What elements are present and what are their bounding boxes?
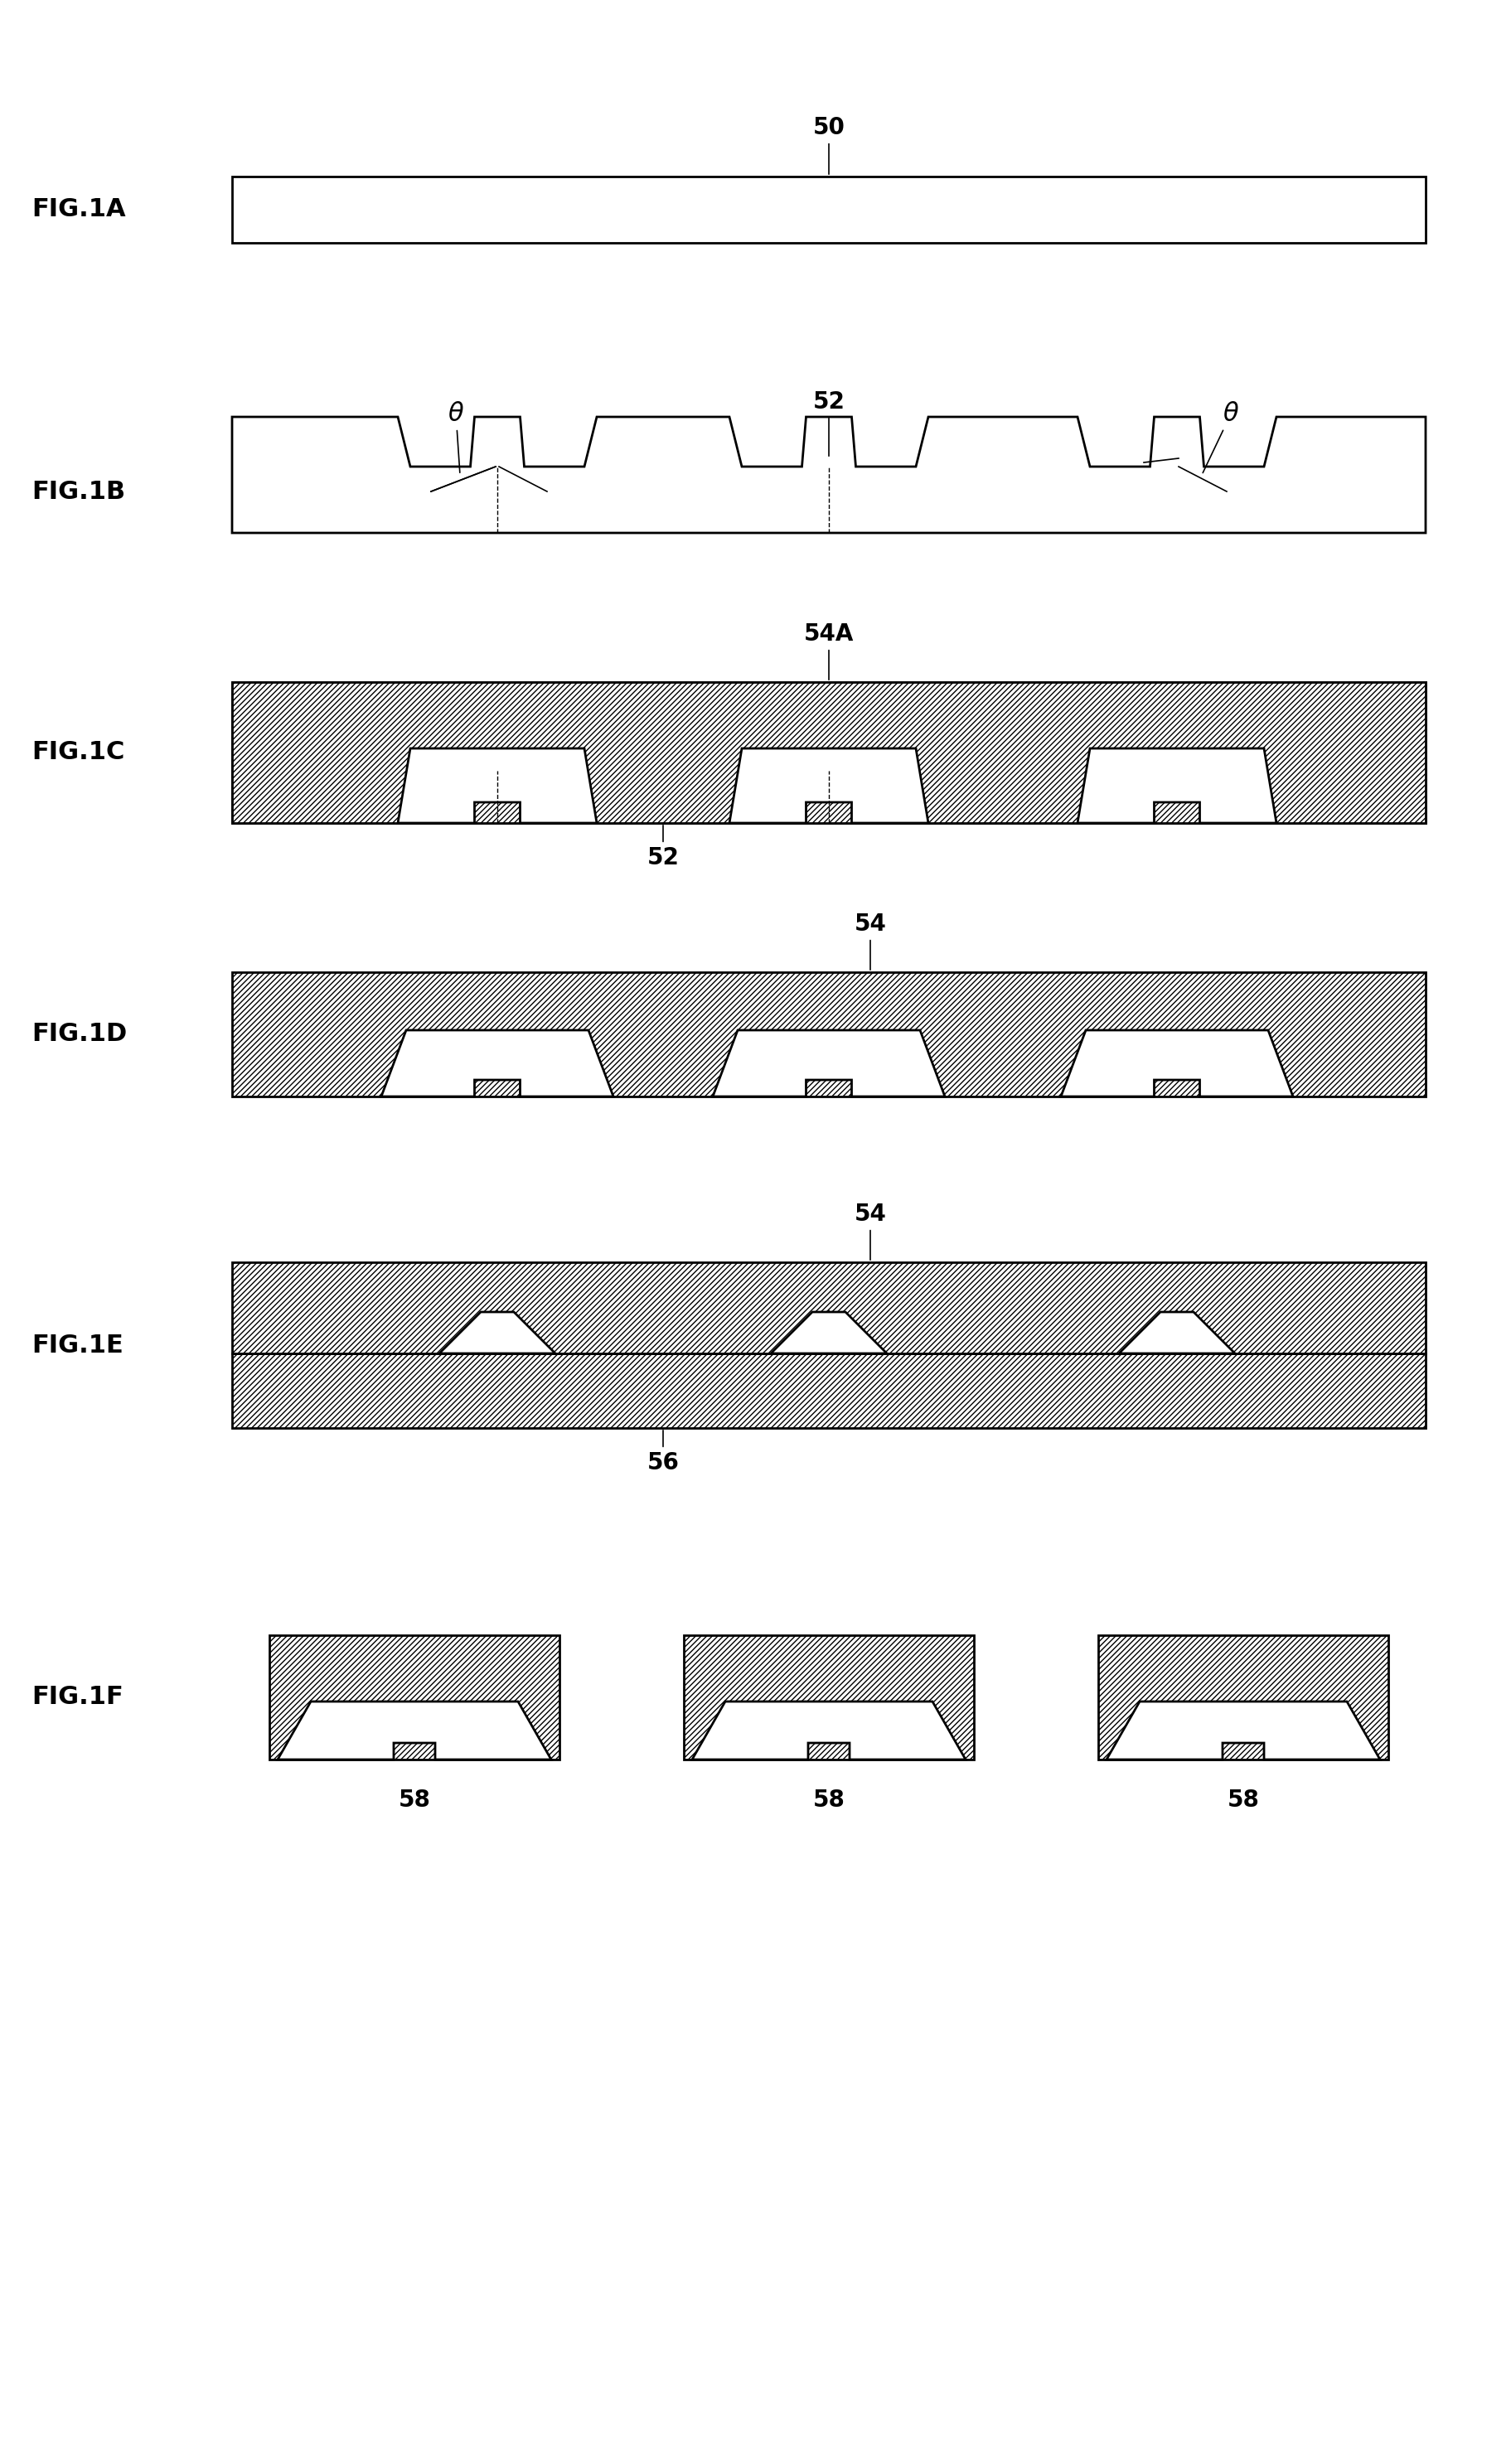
FancyBboxPatch shape (233, 177, 1425, 244)
Text: $\theta$: $\theta$ (1203, 402, 1239, 473)
Text: FIG.1A: FIG.1A (32, 197, 125, 222)
Polygon shape (233, 1353, 1425, 1429)
Text: 58: 58 (813, 1789, 845, 1811)
Text: FIG.1B: FIG.1B (32, 480, 125, 503)
Text: 58: 58 (399, 1789, 431, 1811)
Text: $\theta$: $\theta$ (447, 402, 464, 473)
Polygon shape (381, 1030, 613, 1096)
Text: 58: 58 (1227, 1789, 1259, 1811)
Polygon shape (1120, 1311, 1234, 1353)
Text: 56: 56 (647, 1429, 678, 1473)
Text: 54: 54 (854, 1202, 887, 1259)
Polygon shape (397, 749, 597, 823)
Polygon shape (1106, 1703, 1380, 1759)
Text: 50: 50 (813, 116, 845, 175)
Text: 52: 52 (647, 825, 678, 870)
Polygon shape (269, 1636, 559, 1759)
Polygon shape (713, 1030, 944, 1096)
Polygon shape (233, 973, 1425, 1096)
Text: FIG.1D: FIG.1D (32, 1023, 127, 1047)
Polygon shape (440, 1311, 556, 1353)
Polygon shape (1061, 1030, 1293, 1096)
Text: 54A: 54A (804, 623, 854, 680)
FancyBboxPatch shape (233, 683, 1425, 823)
Polygon shape (233, 1262, 1425, 1353)
Text: FIG.1F: FIG.1F (32, 1685, 124, 1710)
Polygon shape (1077, 749, 1277, 823)
Text: FIG.1E: FIG.1E (32, 1333, 124, 1358)
Text: 52: 52 (813, 389, 845, 456)
Polygon shape (730, 749, 928, 823)
Text: FIG.1C: FIG.1C (32, 742, 124, 764)
Polygon shape (771, 1311, 887, 1353)
Polygon shape (1160, 1311, 1194, 1353)
Text: 54: 54 (854, 912, 887, 971)
Polygon shape (278, 1703, 552, 1759)
Polygon shape (1098, 1636, 1389, 1759)
Polygon shape (233, 416, 1425, 532)
Polygon shape (813, 1311, 846, 1353)
Polygon shape (233, 683, 1425, 823)
Polygon shape (692, 1703, 966, 1759)
Polygon shape (684, 1636, 975, 1759)
Polygon shape (480, 1311, 514, 1353)
